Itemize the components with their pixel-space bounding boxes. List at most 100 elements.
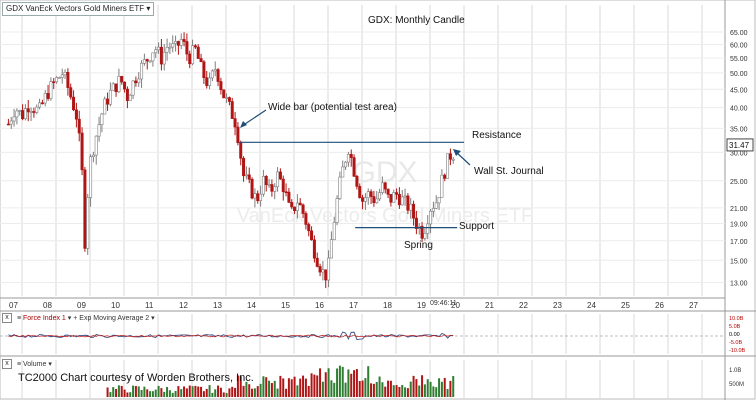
x-tick-label: 09 — [77, 301, 86, 310]
volume-bar — [347, 369, 350, 397]
candle-body — [301, 204, 305, 214]
chevron-down-icon: ▾ — [48, 361, 52, 368]
candle-body — [437, 197, 441, 204]
ema-line — [8, 334, 454, 338]
candle-body — [332, 222, 336, 240]
candle-body — [137, 78, 141, 84]
candle-body — [168, 46, 172, 49]
candle-body — [179, 39, 183, 46]
candle-body — [108, 89, 112, 105]
volume-bar — [384, 386, 387, 397]
volume-bar — [293, 376, 296, 397]
candle-body — [355, 175, 359, 187]
candle-body — [49, 81, 53, 99]
volume-bar — [378, 376, 381, 397]
volume-bar — [443, 377, 446, 397]
candle-body — [15, 110, 19, 118]
candle-body — [349, 154, 353, 158]
x-tick-label: 16 — [315, 301, 324, 310]
chart-title: GDX: Monthly Candle — [368, 15, 465, 26]
candle-body — [310, 230, 314, 241]
volume-bar — [251, 388, 254, 397]
candle-body — [378, 192, 382, 200]
volume-bar — [191, 386, 194, 397]
volume-bar — [151, 391, 154, 397]
volume-bar — [387, 380, 390, 397]
x-tick-label: 17 — [349, 301, 358, 310]
volume-bar — [395, 385, 398, 397]
x-tick-label: 15 — [281, 301, 290, 310]
x-tick-label: 24 — [587, 301, 596, 310]
candle-body — [278, 171, 282, 180]
candle-body — [307, 224, 311, 232]
candle-body — [386, 188, 390, 195]
candle-body — [35, 106, 39, 113]
candle-body — [358, 186, 362, 198]
force-index-tick-label: -10.0B — [729, 348, 746, 354]
volume-bar — [336, 368, 339, 397]
force-index-tick-label: 5.0B — [729, 324, 741, 330]
candle-body — [426, 223, 430, 234]
volume-pane-header: x ≡ Volume ▾ — [2, 359, 52, 371]
candle-body — [259, 193, 263, 201]
volume-bar — [302, 375, 305, 397]
candle-body — [111, 83, 115, 91]
x-tick-label: 08 — [43, 301, 52, 310]
volume-bar — [171, 392, 174, 397]
volume-bar — [372, 383, 375, 397]
volume-bar — [157, 385, 160, 397]
ema-label[interactable]: Exp Moving Average 2 — [79, 315, 150, 322]
candle-body — [91, 154, 95, 158]
pane-settings-icon[interactable]: ≡ — [16, 315, 22, 322]
candle-body — [290, 202, 294, 208]
volume-bar — [239, 376, 242, 397]
candle-body — [448, 153, 452, 160]
pane-settings-icon[interactable]: ≡ — [16, 361, 22, 368]
candle-body — [423, 232, 427, 239]
close-icon[interactable]: x — [2, 359, 12, 370]
candle-body — [287, 191, 291, 203]
force-index-tick-label: 0.00 — [729, 332, 740, 338]
volume-bar — [143, 386, 146, 397]
x-tick-label: 11 — [145, 301, 154, 310]
candle-body — [261, 176, 265, 195]
volume-bar — [211, 392, 214, 397]
volume-bar — [304, 378, 307, 397]
volume-bar — [327, 368, 330, 397]
volume-tick-label: 500M — [729, 382, 744, 388]
candle-body — [188, 53, 192, 65]
candle-body — [256, 193, 260, 201]
candle-body — [312, 239, 316, 259]
candle-body — [165, 47, 169, 53]
volume-bar — [259, 383, 262, 397]
y-tick-label: 30.00 — [730, 150, 748, 157]
candle-body — [157, 46, 161, 51]
x-tick-label: 20 — [451, 301, 460, 310]
candle-body — [140, 62, 144, 80]
volume-bar — [440, 381, 443, 397]
volume-bar — [367, 366, 370, 397]
candle-body — [276, 171, 280, 188]
candle-body — [247, 174, 251, 180]
close-icon[interactable]: x — [2, 313, 12, 324]
candle-body — [264, 176, 268, 186]
volume-bar — [137, 386, 140, 397]
chevron-down-icon: ▾ — [146, 4, 151, 13]
candle-body — [145, 59, 149, 62]
force-index-label[interactable]: Force Index 1 — [23, 315, 66, 322]
volume-bar — [112, 387, 115, 397]
candle-body — [293, 206, 297, 212]
symbol-dropdown[interactable]: GDX VanEck Vectors Gold Miners ETF ▾ — [2, 2, 155, 16]
volume-bar — [109, 392, 112, 397]
candle-body — [284, 191, 288, 194]
candle-body — [205, 77, 209, 86]
y-tick-label: 13.00 — [730, 281, 748, 288]
volume-bar — [358, 381, 361, 397]
y-tick-label: 50.00 — [730, 71, 748, 78]
candle-body — [191, 45, 195, 65]
volume-bar — [364, 378, 367, 397]
volume-label[interactable]: Volume — [23, 361, 47, 368]
volume-bar — [426, 379, 429, 397]
y-tick-label: 17.00 — [730, 239, 748, 246]
candle-body — [392, 192, 396, 203]
